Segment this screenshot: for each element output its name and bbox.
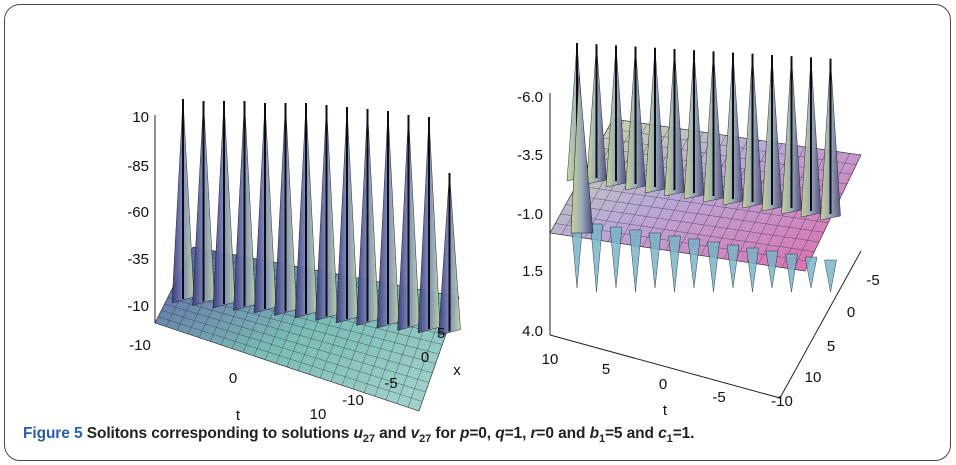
soliton-spike — [570, 74, 594, 234]
x-tick-label: -10 — [342, 392, 364, 409]
t-tick-label: -10 — [129, 337, 151, 354]
z-tick-label: -10 — [127, 298, 149, 315]
soliton-spike-down — [785, 253, 798, 293]
plot-right-spikes — [566, 42, 841, 293]
x-tick-label: 0 — [847, 304, 855, 321]
soliton-spike-down — [648, 232, 662, 289]
z-tick-label: -85 — [127, 158, 149, 175]
soliton-spike-down — [746, 247, 759, 293]
z-tick-label: 10 — [132, 109, 149, 126]
z-tick-label: -6.0 — [517, 89, 543, 106]
mesh-line — [158, 316, 423, 402]
plot-right: -6.0 -3.5 -1.0 1.5 4.0 10 5 0 -5 -10 t -… — [517, 42, 880, 419]
plot-left-x-label: x — [453, 362, 461, 379]
t-tick-label: 0 — [229, 370, 237, 387]
t-tick-label: 0 — [659, 376, 667, 393]
plot-right-base-2 — [779, 250, 862, 399]
z-tick-label: -1.0 — [517, 206, 543, 223]
soliton-spike-down — [629, 229, 642, 293]
x-tick-label: -5 — [866, 272, 879, 289]
plot-right-z-ticks: -6.0 -3.5 -1.0 1.5 4.0 — [517, 89, 543, 340]
z-tick-label: -60 — [127, 204, 149, 221]
mesh-line — [164, 303, 430, 383]
x-tick-label: 10 — [805, 369, 822, 386]
plot-right-x-ticks: -5 0 5 10 — [805, 272, 880, 386]
mesh-line — [565, 204, 820, 243]
x-tick-label: -5 — [384, 375, 397, 392]
plot-left-x-ticks: 5 0 -5 -10 — [342, 325, 445, 409]
z-tick-label: -35 — [127, 251, 149, 268]
soliton-spike-down — [726, 244, 740, 289]
mesh-line — [154, 322, 420, 412]
plot-left-spikes — [171, 98, 461, 336]
mesh-line — [167, 297, 433, 374]
plot-left-z-ticks: 10 -85 -60 -35 -10 — [127, 109, 149, 315]
soliton-spike-down — [765, 250, 779, 289]
soliton-spike-down — [707, 241, 720, 293]
plot-left-t-label: t — [236, 407, 241, 424]
plot-right-t-label: t — [663, 402, 668, 419]
mesh-line — [570, 194, 824, 233]
soliton-spike-down — [668, 235, 681, 293]
figure-label: Figure 5 — [23, 425, 83, 442]
figure-caption: Figure 5 Solitons corresponding to solut… — [23, 425, 943, 445]
t-tick-label: 10 — [310, 406, 327, 423]
plot-right-base-1 — [549, 334, 781, 399]
plot-right-t-ticks: 10 5 0 -5 -10 — [542, 351, 793, 410]
soliton-spike-down — [804, 256, 818, 289]
t-tick-label: 5 — [602, 361, 610, 378]
mesh-line — [161, 310, 426, 393]
mesh-line — [560, 213, 815, 252]
soliton-spike-down — [590, 223, 603, 293]
x-tick-label: 5 — [827, 338, 835, 355]
plot-left-t-ticks: -10 0 10 — [129, 337, 326, 423]
t-tick-label: -5 — [712, 389, 725, 406]
z-tick-label: 4.0 — [522, 323, 543, 340]
mesh-line — [576, 185, 829, 223]
caption-text: Solitons corresponding to solutions u27 … — [82, 425, 695, 446]
t-tick-label: -10 — [771, 393, 793, 410]
plot-left: 10 -85 -60 -35 -10 -10 0 10 t 5 0 -5 -10… — [127, 98, 461, 424]
soliton-spike-down — [824, 259, 837, 293]
z-tick-label: -3.5 — [517, 147, 543, 164]
t-tick-label: 10 — [542, 351, 559, 368]
figure-frame: 10 -85 -60 -35 -10 -10 0 10 t 5 0 -5 -10… — [4, 4, 951, 461]
z-tick-label: 1.5 — [522, 263, 543, 280]
soliton-spike-down — [609, 226, 623, 289]
x-tick-label: 5 — [437, 325, 445, 342]
soliton-spike-down — [687, 238, 701, 289]
x-tick-label: 0 — [421, 349, 429, 366]
figure-plots: 10 -85 -60 -35 -10 -10 0 10 t 5 0 -5 -10… — [127, 42, 880, 424]
